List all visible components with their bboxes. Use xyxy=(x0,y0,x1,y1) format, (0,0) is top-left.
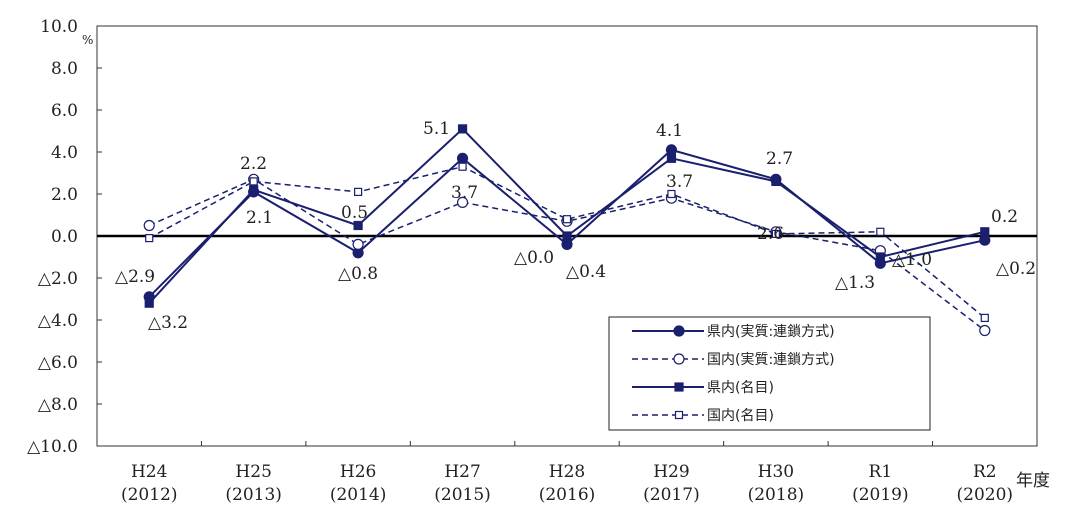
y-tick-label: 8.0 xyxy=(51,59,78,79)
data-label: △0.8 xyxy=(338,264,378,284)
legend-label: 国内(実質:連鎖方式) xyxy=(707,352,835,368)
series-point xyxy=(458,162,467,171)
x-tick-label: H26 xyxy=(340,462,376,482)
legend-swatch-marker xyxy=(674,410,684,420)
series-point xyxy=(145,234,154,243)
data-label: 2.7 xyxy=(766,149,793,169)
series-line xyxy=(148,165,986,319)
y-tick-label: △6.0 xyxy=(38,353,78,373)
x-tick-year-label: (2020) xyxy=(957,485,1014,505)
series-point xyxy=(144,298,154,308)
series-point xyxy=(457,124,468,134)
series-point xyxy=(456,196,469,208)
data-label: 3.7 xyxy=(666,172,693,192)
legend-swatch-marker xyxy=(673,325,685,337)
data-label: △1.0 xyxy=(892,250,932,270)
data-label: △3.2 xyxy=(148,313,188,333)
y-tick-label: 4.0 xyxy=(51,143,78,163)
y-tick-label: 10.0 xyxy=(40,17,78,37)
series-point xyxy=(667,189,676,199)
series-4 xyxy=(145,162,989,322)
series-point xyxy=(980,313,989,322)
series-point xyxy=(979,324,991,337)
y-tick-label: △2.0 xyxy=(38,269,78,289)
x-tick-year-label: (2016) xyxy=(539,485,596,505)
data-label: 5.1 xyxy=(423,119,450,139)
series-point xyxy=(561,238,573,250)
y-unit-label: % xyxy=(82,33,93,47)
x-tick-year-label: (2018) xyxy=(748,485,805,505)
legend-item: 国内(実質:連鎖方式) xyxy=(632,352,835,368)
data-label: 0.2 xyxy=(991,207,1018,227)
y-tick-label: 0.0 xyxy=(51,227,78,247)
x-tick-label: H29 xyxy=(653,462,689,482)
y-tick-label: 2.0 xyxy=(51,185,78,205)
series-point xyxy=(354,187,363,196)
legend-swatch-marker xyxy=(673,353,685,365)
y-tick-label: 6.0 xyxy=(51,101,78,121)
x-tick-year-label: (2013) xyxy=(225,485,282,505)
series-point xyxy=(143,219,155,232)
data-label: △0.0 xyxy=(514,248,554,268)
data-label: 4.1 xyxy=(656,121,683,141)
x-tick-label: H24 xyxy=(131,462,167,482)
data-label: △2.9 xyxy=(115,267,155,287)
x-tick-label: H30 xyxy=(758,462,794,482)
series-point xyxy=(979,234,991,246)
x-tick-year-label: (2017) xyxy=(643,485,700,505)
series-3 xyxy=(144,124,990,308)
series-point xyxy=(771,176,781,186)
series-point xyxy=(249,185,259,195)
x-tick-label: R1 xyxy=(869,462,893,482)
y-tick-label: △10.0 xyxy=(27,437,78,457)
x-tick-year-label: (2014) xyxy=(330,485,387,505)
x-tick-label: H25 xyxy=(235,462,271,482)
data-label: 2.1 xyxy=(246,208,273,228)
legend-label: 国内(名目) xyxy=(707,408,774,424)
data-label: △0.4 xyxy=(566,262,606,282)
x-tick-year-label: (2012) xyxy=(121,485,178,505)
series-point xyxy=(562,231,572,241)
x-axis-label: 年度 xyxy=(1016,471,1050,491)
legend-item: 県内(名目) xyxy=(632,380,774,396)
series-point xyxy=(352,238,364,250)
data-label: △0.2 xyxy=(996,259,1036,279)
x-tick-year-label: (2019) xyxy=(852,485,909,505)
x-tick-label: H28 xyxy=(549,462,585,482)
legend-label: 県内(名目) xyxy=(707,380,774,396)
legend-item: 国内(名目) xyxy=(632,408,774,424)
legend: 県内(実質:連鎖方式) 国内(実質:連鎖方式) 県内(名目) 国内(名目) xyxy=(608,316,931,431)
series-point xyxy=(771,229,780,238)
series-point xyxy=(249,177,258,186)
y-tick-label: △8.0 xyxy=(38,395,78,415)
legend-box xyxy=(608,316,931,431)
series-point xyxy=(353,220,363,231)
data-label: △1.3 xyxy=(835,273,875,293)
y-tick-label: △4.0 xyxy=(38,311,78,331)
series-point xyxy=(875,252,885,262)
legend-swatch-marker xyxy=(674,382,684,392)
x-tick-year-label: (2015) xyxy=(434,485,491,505)
x-tick-label: H27 xyxy=(444,462,480,482)
series-point xyxy=(456,152,469,164)
series-point xyxy=(876,227,885,236)
x-tick-label: R2 xyxy=(973,462,997,482)
legend-item: 県内(実質:連鎖方式) xyxy=(632,324,835,340)
series-point xyxy=(562,215,572,224)
series-point xyxy=(665,144,678,156)
legend-label: 県内(実質:連鎖方式) xyxy=(707,324,835,340)
data-label: 3.7 xyxy=(451,183,478,203)
data-label: 2.6 xyxy=(757,224,784,244)
data-label: 0.5 xyxy=(341,203,368,223)
series-point xyxy=(666,153,677,163)
data-label: 2.2 xyxy=(240,154,267,174)
series-point xyxy=(980,227,990,237)
